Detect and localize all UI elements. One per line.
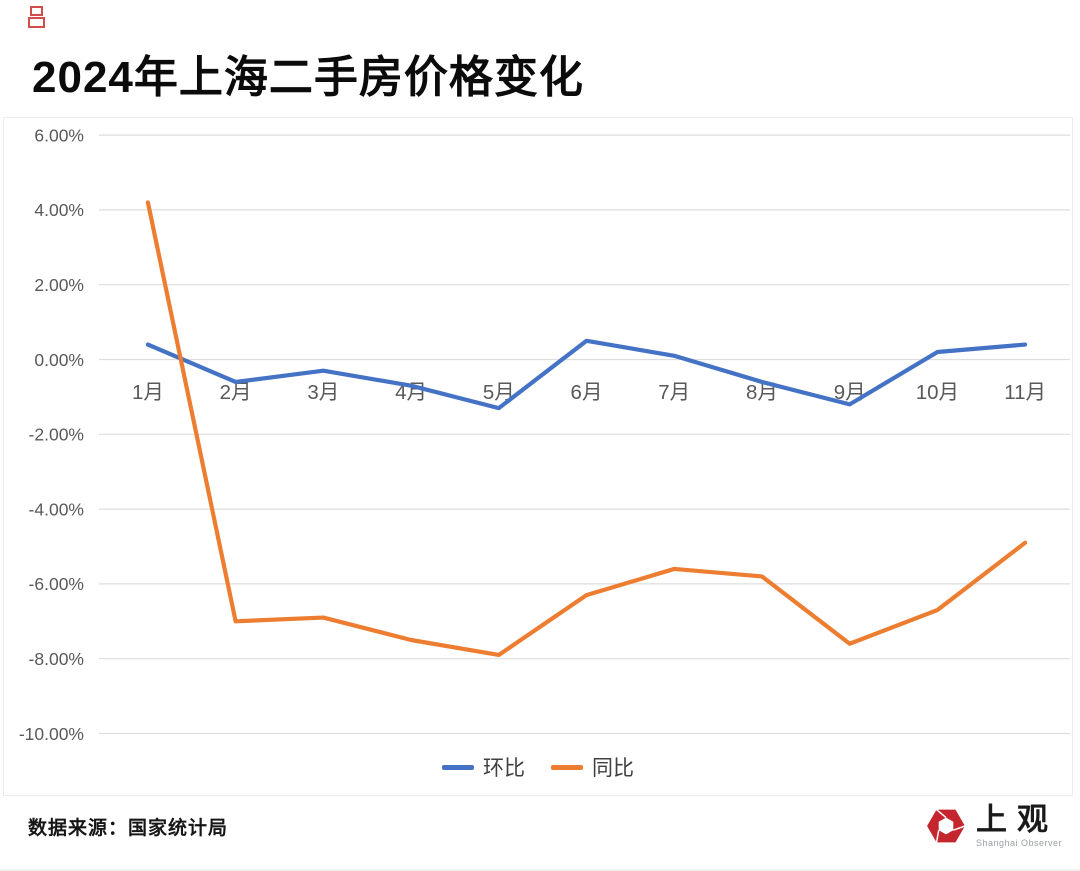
x-tick-label: 5月 <box>483 381 515 404</box>
y-tick-label: -4.00% <box>29 499 84 519</box>
red-seal-icon <box>27 6 45 28</box>
legend-item-mom: 环比 <box>442 752 525 782</box>
x-tick-label: 2月 <box>220 381 252 404</box>
legend-label-yoy: 同比 <box>592 757 634 780</box>
x-tick-label: 7月 <box>658 381 690 404</box>
x-tick-label: 11月 <box>1004 381 1046 404</box>
legend-item-yoy: 同比 <box>551 752 634 782</box>
x-tick-label: 3月 <box>307 381 339 404</box>
y-tick-label: 4.00% <box>34 200 84 220</box>
x-tick-label: 1月 <box>132 381 164 404</box>
legend-swatch-mom <box>442 764 474 770</box>
hexagon-pinwheel-icon <box>927 808 966 843</box>
x-tick-label: 6月 <box>571 381 603 404</box>
x-tick-label: 8月 <box>746 381 778 404</box>
y-tick-label: 2.00% <box>34 275 84 295</box>
legend-label-mom: 环比 <box>483 757 525 780</box>
y-tick-label: 6.00% <box>34 125 84 145</box>
y-tick-label: -10.00% <box>19 724 84 744</box>
chart-frame: 6.00% 4.00% 2.00% 0.00% -2.00% -4.00% -6.00% -8… <box>3 117 1073 796</box>
legend-swatch-yoy <box>551 764 583 770</box>
publisher-logo: 上观 Shanghai Observer <box>926 804 1062 848</box>
y-tick-label: 0.00% <box>34 350 84 370</box>
series-line-yoy <box>145 200 1028 658</box>
series-line-mom <box>145 338 1028 411</box>
y-tick-label: -2.00% <box>29 425 84 445</box>
y-tick-label: -6.00% <box>29 574 84 594</box>
footer: 数据来源：国家统计局 上观 Shanghai Observer <box>0 796 1080 869</box>
y-tick-label: -8.00% <box>29 649 84 669</box>
logo-text: 上观 <box>975 802 1058 838</box>
logo-subtext: Shanghai Observer <box>975 837 1062 848</box>
x-tick-label: 10月 <box>916 381 959 404</box>
chart-canvas: 6.00% 4.00% 2.00% 0.00% -2.00% -4.00% -6.00% -8… <box>19 125 1070 744</box>
page-title: 2024年上海二手房价格变化 <box>32 53 584 103</box>
data-source-label: 数据来源：国家统计局 <box>28 818 229 839</box>
chart-legend: 环比 同比 <box>4 752 1072 782</box>
